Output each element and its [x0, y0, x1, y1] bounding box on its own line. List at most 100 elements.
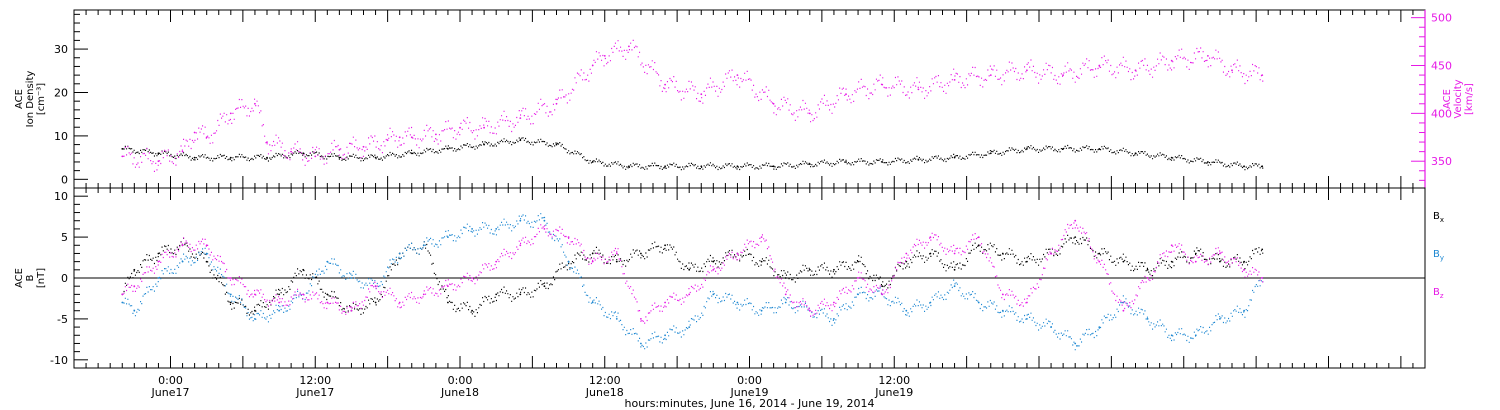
- series-bz-point: [881, 293, 884, 296]
- series-bz-point: [784, 293, 787, 296]
- series-by-point: [1219, 318, 1221, 320]
- top-left-axis: 0 10 20 30: [54, 13, 88, 189]
- series-velocity-point: [181, 150, 184, 153]
- series-velocity-point: [338, 148, 341, 151]
- bottom-left-axis-label-line: B: [25, 274, 36, 281]
- series-density-point: [989, 152, 992, 155]
- time-tick-label: 12:00: [589, 374, 621, 387]
- series-density-point: [1134, 152, 1137, 155]
- series-bx-point: [1170, 260, 1173, 263]
- series-by-point: [471, 228, 473, 230]
- series-velocity-point: [1026, 69, 1028, 72]
- series-bx-point: [302, 268, 305, 271]
- series-by-point: [543, 219, 546, 222]
- series-bz-point: [205, 244, 208, 247]
- series-bz-point: [398, 301, 401, 304]
- time-axis: 0:00June1712:00June170:00June1812:00June…: [151, 374, 914, 410]
- series-velocity-point: [229, 112, 232, 115]
- top-right-tick-label: 400: [1431, 107, 1452, 120]
- series-velocity-point: [459, 126, 461, 129]
- series-velocity-point: [1231, 69, 1233, 72]
- top-left-tick-label: 10: [54, 130, 68, 143]
- series-bz-point: [1026, 301, 1028, 304]
- series-bz-point: [1261, 277, 1264, 279]
- series-by-point: [857, 293, 859, 296]
- series-velocity-point: [314, 155, 317, 158]
- series-bx-point: [977, 244, 980, 247]
- series-by-point: [181, 260, 184, 263]
- series-bx-point: [1146, 268, 1149, 271]
- series-density-point: [1062, 148, 1064, 150]
- series-by-point: [157, 277, 160, 279]
- series-by-point: [664, 334, 666, 337]
- series-density-point: [193, 156, 196, 159]
- series-bz-dots: [122, 222, 1264, 324]
- series-bz-point: [736, 252, 739, 255]
- series-velocity-point: [193, 131, 196, 134]
- series-bx-point: [857, 260, 859, 263]
- series-by-point: [712, 293, 715, 296]
- series-velocity-point: [290, 150, 292, 153]
- time-tick-label: 12:00: [299, 374, 331, 387]
- top-frame: [73, 9, 1426, 189]
- bottom-left-tick-label: -10: [50, 354, 68, 367]
- series-bx: [121, 234, 1264, 317]
- series-bx-point: [1261, 248, 1264, 251]
- series-bx-point: [881, 285, 884, 288]
- series-density-point: [447, 148, 449, 150]
- series-bx-point: [205, 260, 208, 263]
- bottom-left-tick-label: 0: [61, 272, 68, 285]
- series-bx-point: [808, 268, 811, 271]
- series-velocity-point: [772, 102, 775, 105]
- series-density-point: [953, 156, 956, 159]
- series-bz-point: [519, 244, 522, 247]
- series-density-point: [700, 165, 703, 168]
- series-velocity-point: [881, 83, 884, 86]
- series-by-point: [736, 301, 739, 304]
- series-by-point: [640, 342, 642, 345]
- series-density-point: [1243, 165, 1245, 168]
- series-bx-point: [326, 293, 329, 296]
- series-bx-point: [519, 293, 522, 296]
- series-bz-point: [664, 301, 666, 304]
- series-bz-point: [688, 293, 691, 296]
- series-density-point: [1207, 161, 1209, 163]
- series-by-point: [1098, 326, 1101, 328]
- time-tick-label: 0:00: [158, 374, 183, 387]
- series-density-point: [266, 156, 268, 159]
- series-bz-point: [1170, 244, 1173, 247]
- series-bz-point: [808, 309, 811, 312]
- series-density-point: [229, 156, 232, 159]
- series-velocity-point: [266, 141, 268, 144]
- series-bx-point: [591, 252, 594, 255]
- series-velocity-point: [628, 45, 630, 48]
- series-by-point: [1026, 318, 1028, 320]
- series-density-point: [664, 165, 666, 168]
- series-by-point: [205, 252, 208, 255]
- series-velocity-point: [700, 93, 703, 96]
- series-bz-point: [254, 293, 256, 296]
- series-velocity-point: [603, 55, 606, 57]
- series-bx-point: [1001, 252, 1004, 255]
- series-bx-dots: [122, 234, 1264, 317]
- series-by-point: [278, 309, 280, 312]
- series-density-point: [772, 165, 775, 168]
- series-by-point: [905, 309, 908, 312]
- series-velocity-point: [1062, 74, 1064, 76]
- series-velocity-point: [205, 136, 208, 139]
- series-bz-point: [953, 252, 956, 255]
- series-by-point: [688, 326, 691, 328]
- series-bx-point: [278, 293, 280, 296]
- series-bx-point: [374, 301, 377, 304]
- date-tick-label: June18: [440, 386, 479, 399]
- series-by-point: [1001, 309, 1004, 312]
- series-density-point: [808, 163, 811, 166]
- series-velocity-point: [121, 155, 124, 158]
- series-density-point: [483, 143, 485, 146]
- series-density: [121, 137, 1264, 171]
- series-bz-point: [1050, 252, 1052, 255]
- series-velocity: [121, 39, 1264, 172]
- series-by-point: [1194, 334, 1197, 337]
- series-density-point: [845, 161, 847, 163]
- legend-item-y: By: [1433, 249, 1444, 262]
